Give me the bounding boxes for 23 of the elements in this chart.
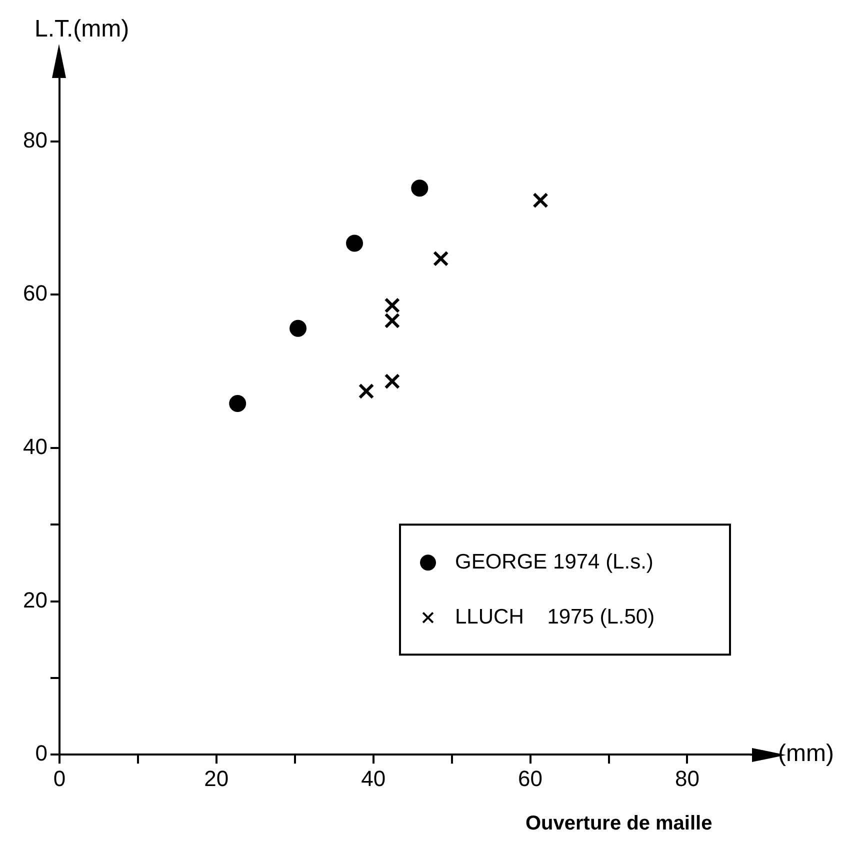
point bbox=[411, 180, 428, 197]
y-tick-label: 40 bbox=[22, 434, 48, 460]
legend-label: GEORGE 1974 (L.s.) bbox=[455, 550, 654, 574]
text: (mm) bbox=[778, 740, 834, 768]
x-tick-label: 0 bbox=[53, 766, 66, 791]
y-tick-label: 20 bbox=[22, 587, 48, 612]
point bbox=[432, 250, 449, 266]
legend-label: LLUCH 1975 (L.50) bbox=[455, 605, 655, 628]
x-tick-label: 20 bbox=[204, 766, 229, 791]
y-tick-label: 80 bbox=[22, 127, 48, 152]
x-tick-label: 60 bbox=[518, 766, 543, 791]
y-tick-label: 0 bbox=[35, 740, 48, 766]
point bbox=[532, 192, 548, 208]
y-tick-label: 60 bbox=[22, 280, 48, 306]
point bbox=[346, 234, 364, 252]
point bbox=[229, 395, 246, 412]
x-tick-label: 80 bbox=[674, 766, 700, 791]
y-axis-title: L.T.(mm) bbox=[34, 16, 130, 43]
point bbox=[358, 383, 374, 400]
x-axis-title: Ouverture de maille bbox=[525, 812, 712, 835]
x-tick-label: 40 bbox=[361, 766, 386, 791]
point bbox=[290, 320, 307, 337]
point bbox=[384, 373, 400, 390]
